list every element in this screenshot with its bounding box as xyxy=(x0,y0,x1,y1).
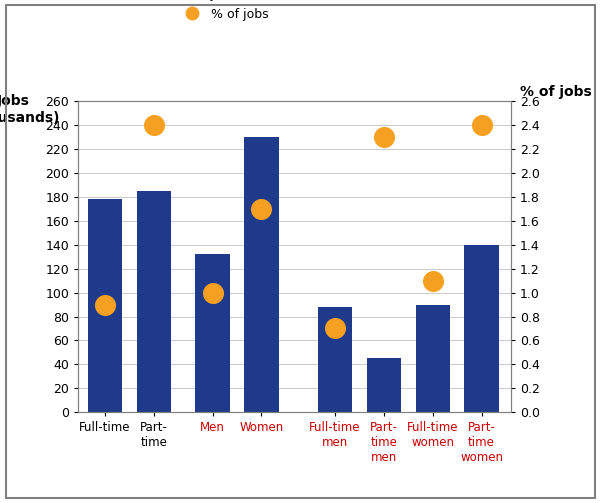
Bar xyxy=(318,307,352,412)
Bar xyxy=(245,137,279,412)
Point xyxy=(379,133,388,141)
Point xyxy=(149,121,159,129)
Point xyxy=(257,205,266,213)
Point xyxy=(428,277,438,285)
Point xyxy=(477,121,486,129)
Bar xyxy=(137,191,171,412)
Bar xyxy=(195,254,230,412)
Bar xyxy=(465,244,499,412)
Point xyxy=(208,289,218,297)
Bar xyxy=(415,304,450,412)
Point xyxy=(330,324,340,332)
Bar xyxy=(367,359,401,412)
Y-axis label: Jobs
(thousands): Jobs (thousands) xyxy=(0,95,61,125)
Y-axis label: % of jobs: % of jobs xyxy=(519,85,591,99)
Bar xyxy=(88,199,122,412)
Point xyxy=(100,300,110,308)
Legend: Jobs (thousands), % of jobs: Jobs (thousands), % of jobs xyxy=(180,0,315,21)
